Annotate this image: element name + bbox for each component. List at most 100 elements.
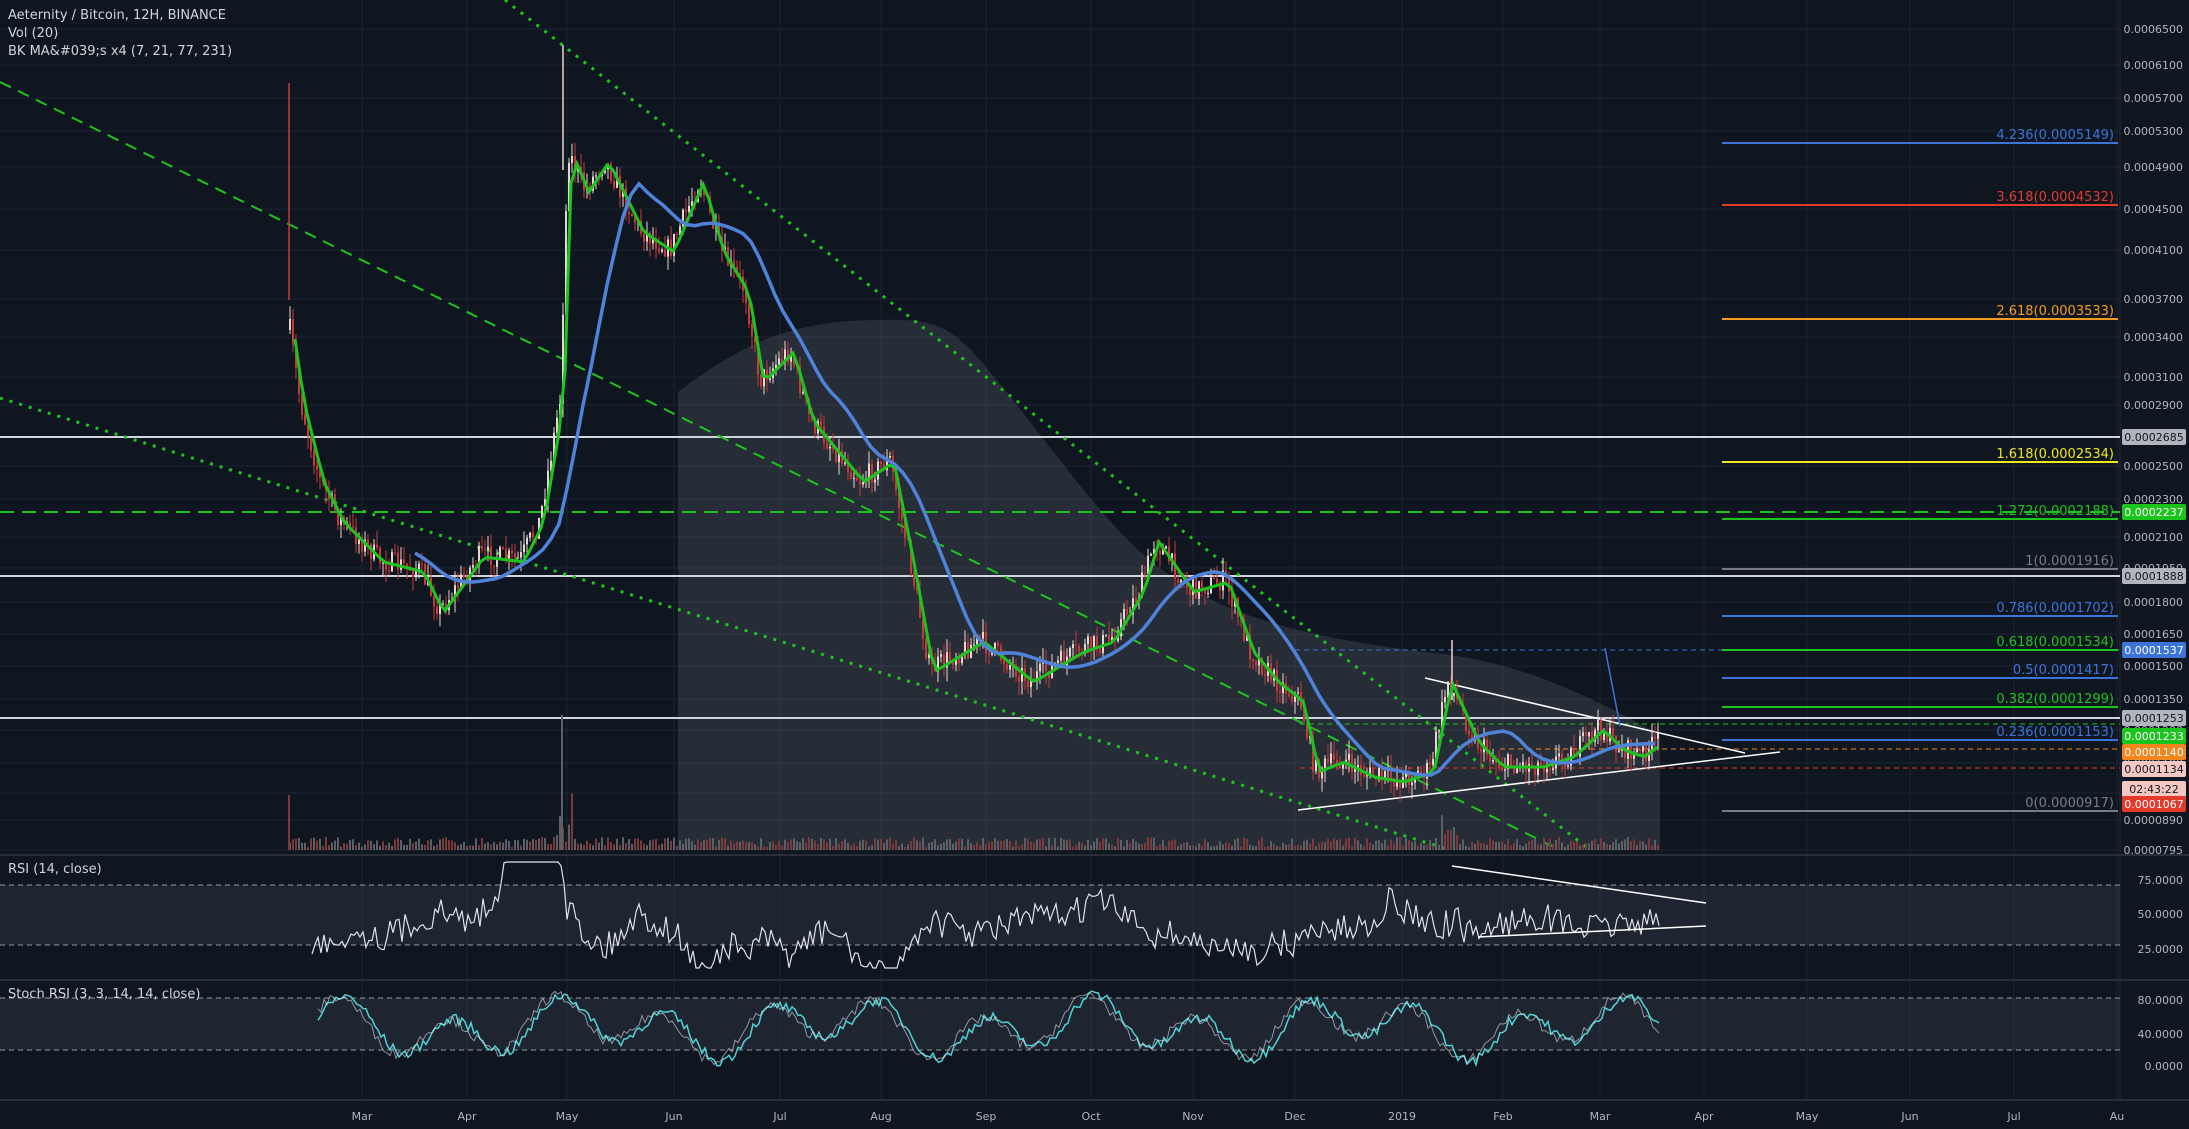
volume-bar <box>304 842 306 850</box>
volume-bar <box>1177 846 1179 850</box>
candle-body <box>1648 749 1650 762</box>
volume-bar <box>1252 845 1254 850</box>
volume-bar <box>925 846 927 850</box>
volume-bar <box>1180 844 1182 850</box>
candle-body <box>1069 647 1071 657</box>
candle-body <box>964 642 966 655</box>
volume-bar <box>1561 842 1563 850</box>
candle-body <box>1597 719 1599 731</box>
volume-bar <box>1291 838 1293 850</box>
candle-body <box>1027 680 1029 688</box>
volume-bar <box>1303 840 1305 850</box>
volume-bar <box>1348 837 1350 850</box>
volume-bar <box>886 839 888 850</box>
volume-bar <box>1513 843 1515 850</box>
volume-bar <box>1168 840 1170 850</box>
candle-body <box>1657 732 1659 739</box>
ma-indicator-label[interactable]: BK MA&#039;s x4 (7, 21, 77, 231) <box>8 44 233 59</box>
candle-body <box>319 469 321 478</box>
candle-body <box>703 188 705 195</box>
candle-body <box>952 660 954 665</box>
candle-body <box>1246 634 1248 641</box>
volume-bar <box>982 837 984 850</box>
volume-bar <box>718 839 720 850</box>
volume-bar <box>385 845 387 850</box>
candle-body <box>1330 753 1332 763</box>
volume-bar <box>340 846 342 850</box>
volume-bar <box>772 841 774 850</box>
candle-body <box>784 349 786 363</box>
volume-bar <box>1480 843 1482 850</box>
candle-body <box>748 303 750 325</box>
volume-bar <box>1579 845 1581 850</box>
volume-bar <box>328 845 330 850</box>
volume-bar <box>403 844 405 850</box>
candle-body <box>310 436 312 451</box>
candle-body <box>1567 765 1569 767</box>
candle-body <box>1633 751 1635 759</box>
volume-bar <box>493 842 495 850</box>
volume-bar <box>727 845 729 850</box>
candle-body <box>1471 735 1473 741</box>
candle-body <box>658 248 660 252</box>
candle-body <box>838 450 840 463</box>
volume-bar <box>1087 839 1089 850</box>
rsi-title[interactable]: RSI (14, close) <box>8 862 102 877</box>
candle-body <box>1426 762 1428 779</box>
volume-bar <box>451 840 453 850</box>
volume-bar <box>1090 845 1092 850</box>
candle-body <box>406 563 408 567</box>
candle-body <box>499 547 501 560</box>
volume-bar <box>1084 845 1086 850</box>
volume-bar <box>601 837 603 850</box>
price-tag-box <box>2122 642 2186 658</box>
volume-bar <box>1618 843 1620 850</box>
volume-bar <box>313 837 315 850</box>
price-axis-tick: 0.0005300 <box>2124 125 2184 138</box>
time-axis-label: Mar <box>352 1110 373 1123</box>
volume-bar <box>379 845 381 850</box>
price-axis-tick: 0.0004500 <box>2124 203 2184 216</box>
volume-bar <box>439 839 441 850</box>
volume-bar <box>565 841 567 850</box>
volume-bar <box>1042 837 1044 850</box>
symbol-title[interactable]: Aeternity / Bitcoin, 12H, BINANCE <box>8 8 226 23</box>
volume-bar <box>631 843 633 850</box>
volume-bar <box>1648 838 1650 850</box>
volume-bar <box>1483 842 1485 850</box>
price-axis-tick: 0.0001800 <box>2124 596 2184 609</box>
volume-bar <box>880 838 882 850</box>
candle-body <box>1135 598 1137 602</box>
rsi-axis-tick: 25.0000 <box>2138 943 2184 956</box>
time-axis-label: Jul <box>2006 1110 2020 1123</box>
candle-body <box>523 544 525 553</box>
volume-bar <box>1024 837 1026 850</box>
candle-body <box>1576 755 1578 757</box>
volume-bar <box>1330 841 1332 850</box>
projection-line <box>1604 647 1621 727</box>
volume-bar <box>1354 837 1356 850</box>
volume-bar <box>1621 840 1623 850</box>
candle-body <box>1126 608 1128 615</box>
candle-body <box>1297 692 1299 694</box>
candle-body <box>1420 770 1422 773</box>
volume-bar <box>1435 837 1437 850</box>
fib-level-label: 4.236(0.0005149) <box>1996 128 2114 143</box>
candle-body <box>400 559 402 570</box>
volume-bar <box>295 838 297 850</box>
volume-bar <box>1504 844 1506 850</box>
volume-bar <box>433 845 435 850</box>
volume-bar <box>1297 844 1299 850</box>
volume-bar <box>1633 839 1635 850</box>
volume-indicator-label[interactable]: Vol (20) <box>8 26 59 41</box>
candle-body <box>1210 577 1212 594</box>
candle-body <box>1339 765 1341 769</box>
volume-bar <box>1594 838 1596 850</box>
volume-bar <box>1183 842 1185 850</box>
candle-body <box>1243 619 1245 641</box>
stoch-rsi-title[interactable]: Stoch RSI (3, 3, 14, 14, close) <box>8 987 201 1002</box>
volume-bar <box>1327 838 1329 850</box>
candle-body <box>1585 732 1587 737</box>
